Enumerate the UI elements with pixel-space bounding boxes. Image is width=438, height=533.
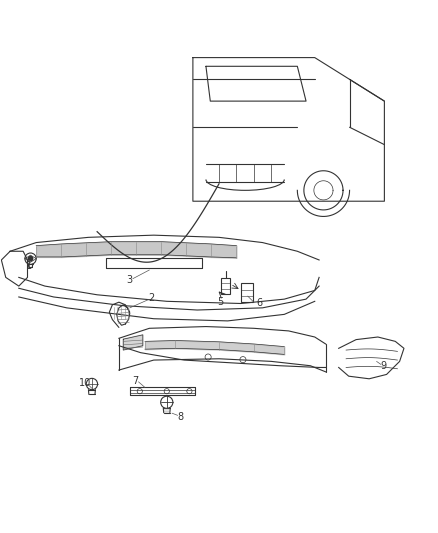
FancyBboxPatch shape <box>241 283 253 302</box>
Text: 10: 10 <box>79 378 91 388</box>
Circle shape <box>28 256 33 261</box>
Text: 3: 3 <box>127 276 133 286</box>
Text: 7: 7 <box>132 376 138 385</box>
Text: 1: 1 <box>26 261 32 271</box>
Polygon shape <box>339 337 404 379</box>
Text: 6: 6 <box>257 298 263 309</box>
Text: 9: 9 <box>381 361 387 371</box>
Text: 5: 5 <box>217 297 223 307</box>
Text: 2: 2 <box>148 293 155 303</box>
FancyBboxPatch shape <box>221 278 230 294</box>
Polygon shape <box>123 335 143 350</box>
Text: 8: 8 <box>178 411 184 422</box>
